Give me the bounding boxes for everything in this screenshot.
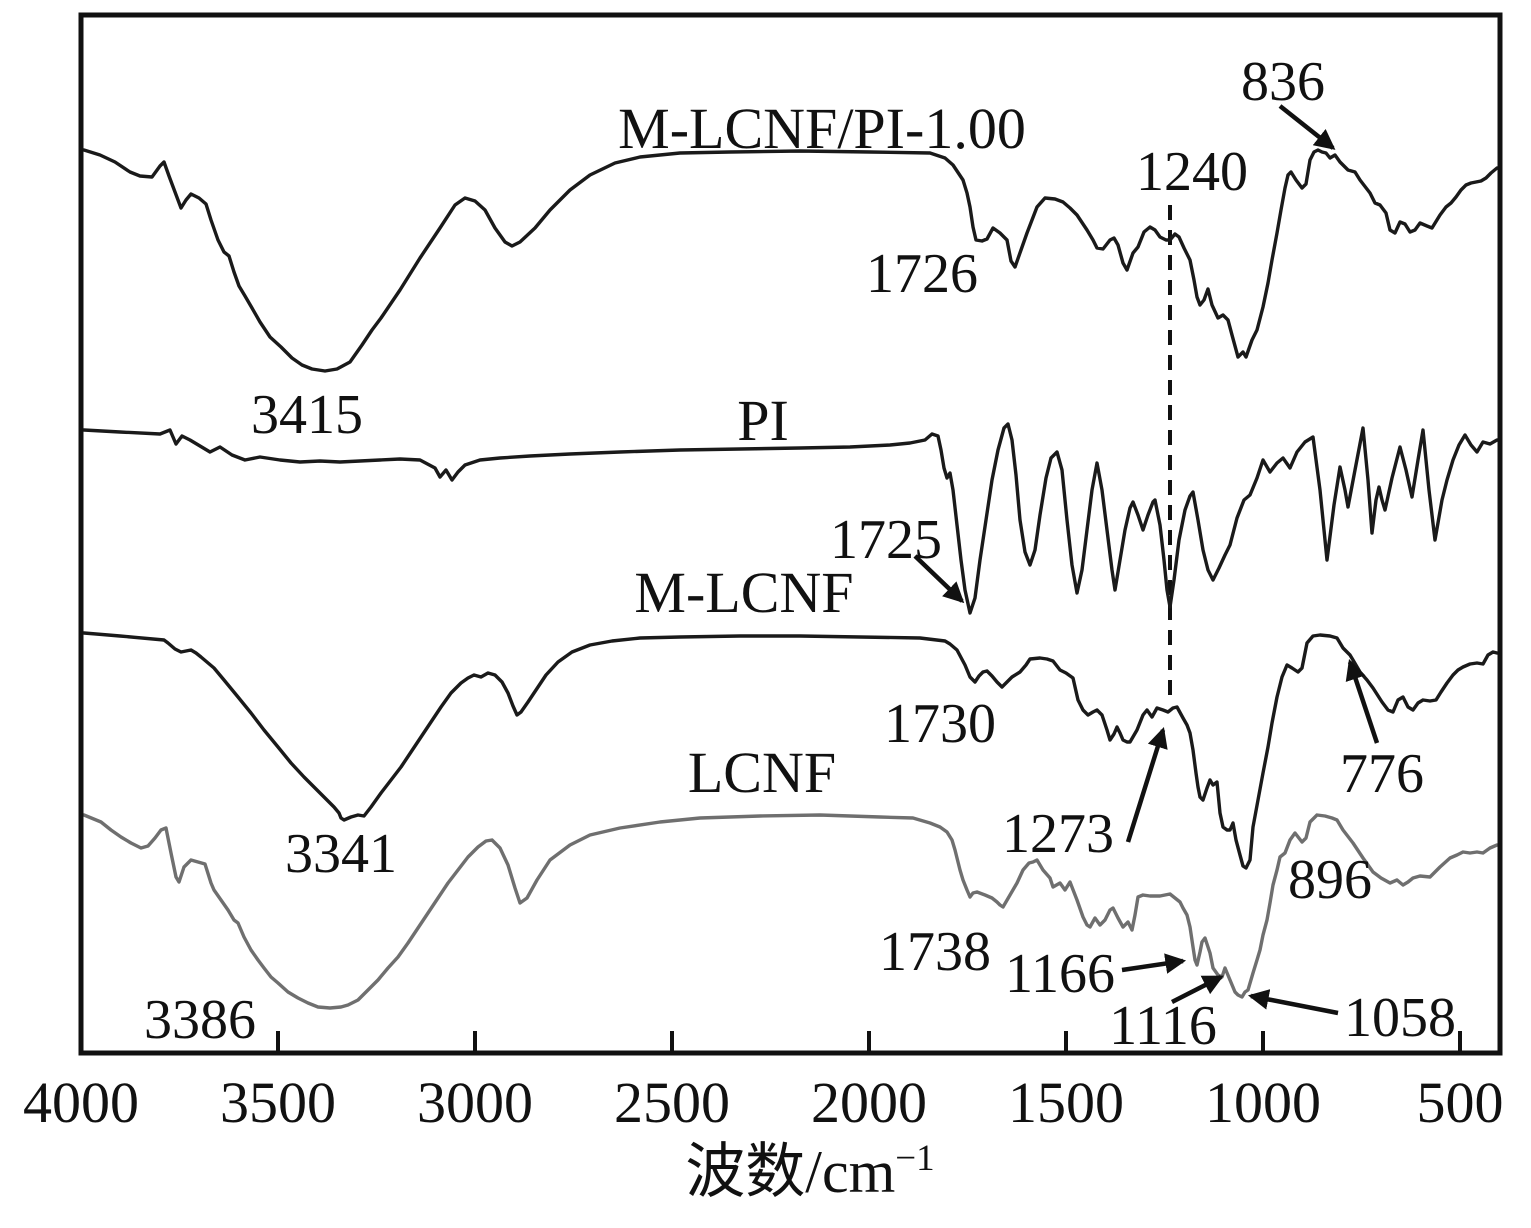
- spectrum-curve-m-lcnf: [82, 631, 1499, 870]
- peak-arrow-776: [1345, 659, 1380, 744]
- peak-label-776: 776: [1340, 743, 1424, 805]
- series-label-m-lcnf: M-LCNF: [634, 560, 853, 625]
- spectrum-curve-m-lcnf-pi-1-00: [82, 148, 1499, 373]
- x-tick-label-2500: 2500: [614, 1070, 730, 1135]
- peak-label-1166: 1166: [1005, 943, 1115, 1005]
- peak-arrow-836: [1278, 104, 1336, 150]
- peak-label-836: 836: [1241, 51, 1325, 113]
- peak-arrow-1273: [1125, 727, 1168, 843]
- peak-arrow-1116: [1170, 974, 1224, 1005]
- plot-border: [78, 12, 1503, 1056]
- peak-arrow-1058: [1247, 989, 1339, 1016]
- x-tick-label-500: 500: [1417, 1070, 1504, 1135]
- peak-label-1116: 1116: [1109, 995, 1217, 1057]
- x-tick-label-2000: 2000: [811, 1070, 927, 1135]
- x-axis-title: 波数/cm−1: [685, 1138, 934, 1205]
- peak-label-1273: 1273: [1002, 803, 1114, 865]
- peak-label-896: 896: [1288, 849, 1372, 911]
- spectrum-curve-pi: [82, 422, 1499, 615]
- peak-label-1725: 1725: [830, 509, 942, 571]
- x-tick-label-1500: 1500: [1008, 1070, 1124, 1135]
- peak-label-3415: 3415: [251, 384, 363, 446]
- peak-label-1730: 1730: [884, 693, 996, 755]
- peak-label-1240: 1240: [1136, 141, 1248, 203]
- peak-label-1726: 1726: [866, 243, 978, 305]
- x-tick-label-3000: 3000: [417, 1070, 533, 1135]
- series-label-pi: PI: [737, 388, 789, 453]
- peak-label-1058: 1058: [1344, 987, 1456, 1049]
- series-label-lcnf: LCNF: [688, 740, 836, 805]
- peak-arrow-1166: [1121, 953, 1187, 974]
- peak-label-3386: 3386: [144, 989, 256, 1051]
- x-tick-label-4000: 4000: [23, 1070, 139, 1135]
- peak-label-1738: 1738: [879, 921, 991, 983]
- peak-label-3341: 3341: [285, 823, 397, 885]
- x-tick-label-1000: 1000: [1205, 1070, 1321, 1135]
- x-tick-label-3500: 3500: [220, 1070, 336, 1135]
- series-label-m-lcnf-pi-1-00: M-LCNF/PI-1.00: [618, 96, 1026, 161]
- peak-arrow-1725: [913, 554, 965, 604]
- spectrum-curve-lcnf: [82, 813, 1499, 1010]
